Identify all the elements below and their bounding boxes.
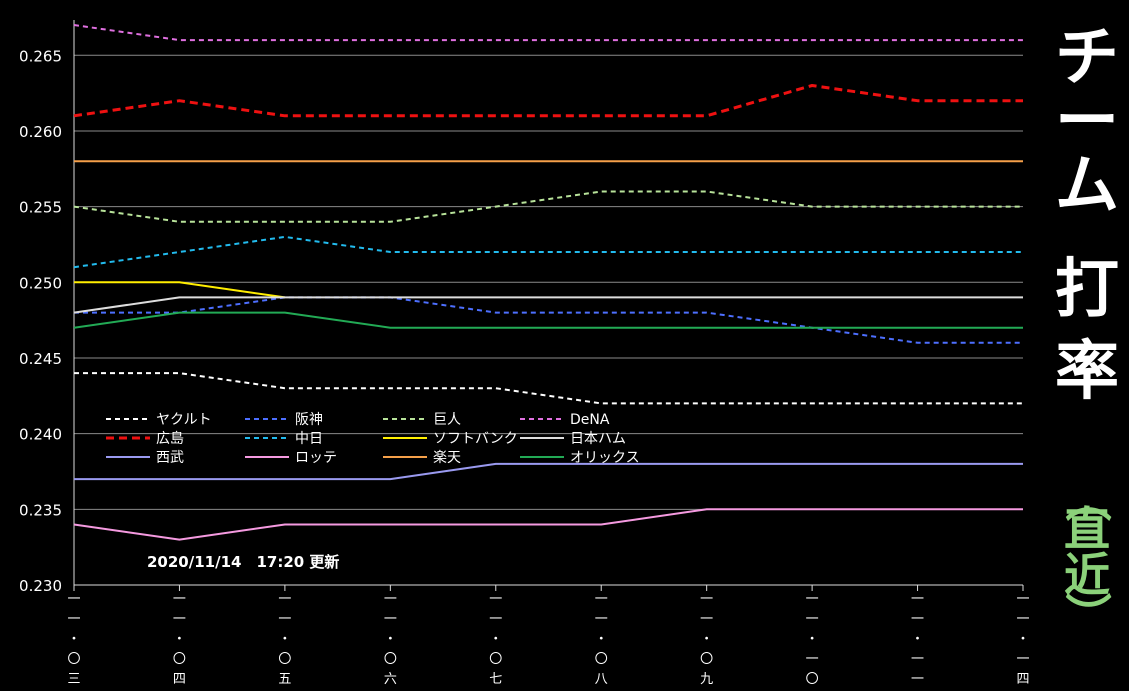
legend-label: ロッテ bbox=[295, 450, 337, 466]
series-line bbox=[73, 84, 1023, 118]
subtitle-close-paren: ） bbox=[1060, 592, 1114, 638]
legend-label: ソフトバンク bbox=[433, 431, 518, 447]
y-tick-label: 0.240 bbox=[19, 426, 62, 444]
y-tick-label: 0.260 bbox=[19, 123, 62, 141]
series-line bbox=[73, 311, 1023, 329]
series-line bbox=[74, 281, 286, 299]
x-tick-label: 一一・〇八 bbox=[595, 592, 608, 687]
x-tick-label: 一一・〇三 bbox=[67, 592, 80, 687]
series-line bbox=[74, 372, 1023, 405]
series-line bbox=[74, 296, 1023, 344]
legend-label: DeNA bbox=[570, 412, 610, 428]
x-tick-label: 一一・一一 bbox=[911, 592, 924, 687]
series-line bbox=[73, 24, 1023, 42]
x-tick-label: 一一・〇五 bbox=[278, 592, 291, 687]
subtitle-char1: 直 bbox=[1064, 502, 1110, 556]
x-tick-label: 一一・〇六 bbox=[384, 592, 397, 687]
x-tick-label: 一一・〇四 bbox=[173, 592, 186, 687]
x-tick-label: 一一・〇七 bbox=[489, 592, 502, 687]
legend-label: 西武 bbox=[156, 450, 184, 466]
title-line3: 率 bbox=[1055, 335, 1119, 409]
y-tick-label: 0.235 bbox=[19, 501, 62, 519]
y-tick-label: 0.255 bbox=[19, 199, 62, 217]
series-line bbox=[73, 508, 1023, 541]
legend-label: 日本ハム bbox=[570, 431, 626, 447]
legend-label: 阪神 bbox=[295, 412, 323, 428]
legend-label: 巨人 bbox=[433, 412, 461, 428]
legend-label: ヤクルト bbox=[156, 412, 212, 428]
y-tick-label: 0.265 bbox=[19, 47, 62, 65]
update-timestamp: 2020/11/14 17:20 更新 bbox=[147, 553, 340, 571]
series-line bbox=[74, 462, 1023, 481]
title-line1: チーム bbox=[1055, 21, 1119, 223]
x-tick-label: 一一・一〇 bbox=[806, 592, 819, 687]
y-tick-label: 0.245 bbox=[19, 350, 62, 368]
legend-label: 広島 bbox=[156, 431, 184, 447]
subtitle-char2: 近 bbox=[1064, 548, 1110, 602]
y-tick-label: 0.230 bbox=[19, 577, 62, 595]
title-line2: 打 bbox=[1055, 253, 1119, 327]
legend-label: 楽天 bbox=[433, 450, 461, 466]
y-tick-label: 0.250 bbox=[19, 274, 62, 292]
series-line bbox=[73, 190, 1023, 223]
series-line bbox=[73, 235, 1023, 269]
legend-label: オリックス bbox=[570, 450, 640, 466]
series-line bbox=[73, 296, 1023, 314]
x-tick-label: 一一・一四 bbox=[1016, 592, 1029, 687]
legend-label: 中日 bbox=[295, 431, 323, 447]
x-tick-label: 一一・〇九 bbox=[700, 592, 713, 687]
